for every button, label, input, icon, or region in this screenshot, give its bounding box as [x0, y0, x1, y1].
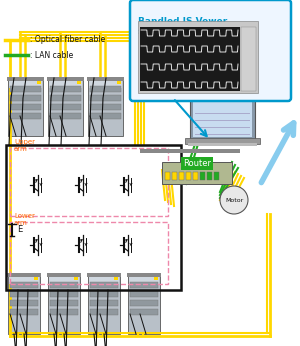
Bar — [207, 172, 212, 180]
Bar — [90, 95, 121, 101]
FancyBboxPatch shape — [130, 0, 291, 101]
Bar — [8, 274, 40, 334]
Bar — [185, 138, 260, 144]
Bar — [90, 282, 118, 288]
Bar — [8, 78, 43, 136]
Bar — [50, 282, 78, 288]
Bar — [188, 143, 257, 146]
Bar — [50, 300, 78, 306]
Bar — [10, 104, 41, 110]
Bar — [90, 113, 121, 119]
Bar — [10, 95, 41, 101]
Bar — [193, 101, 252, 137]
Bar — [34, 277, 38, 280]
Bar — [88, 78, 123, 136]
Bar — [10, 148, 168, 216]
Bar — [50, 95, 81, 101]
Bar — [10, 309, 38, 315]
Bar — [9, 274, 39, 284]
Bar — [90, 104, 121, 110]
Bar — [10, 113, 41, 119]
Bar — [89, 274, 119, 284]
Bar — [6, 145, 181, 290]
Bar — [200, 172, 205, 180]
Bar — [10, 86, 41, 92]
Bar — [140, 27, 240, 91]
Text: Router: Router — [183, 159, 211, 168]
Bar — [241, 27, 256, 91]
Bar — [87, 273, 121, 277]
Bar — [190, 98, 255, 140]
Bar — [165, 172, 170, 180]
Bar — [47, 273, 81, 277]
Text: Upper
arm: Upper arm — [14, 139, 35, 152]
Bar — [74, 277, 78, 280]
Bar — [129, 274, 159, 284]
Bar — [50, 86, 81, 92]
Bar — [130, 291, 158, 297]
Text: E: E — [17, 226, 22, 235]
Text: : Optical fiber cable: : Optical fiber cable — [30, 36, 105, 45]
Bar — [9, 78, 42, 88]
Bar — [50, 309, 78, 315]
Bar — [10, 282, 38, 288]
Bar — [47, 77, 84, 81]
Bar — [90, 300, 118, 306]
Bar — [138, 21, 258, 93]
Bar — [7, 77, 44, 81]
Bar — [114, 277, 118, 280]
Bar — [128, 274, 160, 334]
Bar — [127, 273, 161, 277]
Bar — [162, 162, 232, 184]
Bar — [50, 104, 81, 110]
Bar — [10, 300, 38, 306]
Bar — [50, 291, 78, 297]
Bar — [130, 282, 158, 288]
Bar — [49, 78, 82, 88]
Bar — [179, 172, 184, 180]
Bar — [130, 309, 158, 315]
Circle shape — [220, 186, 248, 214]
Text: : LAN cable: : LAN cable — [30, 51, 73, 60]
Bar — [117, 81, 121, 84]
Bar — [130, 300, 158, 306]
Bar — [89, 78, 122, 88]
Bar — [193, 172, 198, 180]
Bar — [90, 309, 118, 315]
Bar — [10, 222, 168, 284]
Bar — [87, 77, 124, 81]
Bar — [140, 149, 240, 153]
Bar — [90, 291, 118, 297]
Bar — [88, 274, 120, 334]
Bar — [214, 172, 219, 180]
Bar — [154, 277, 158, 280]
Bar — [48, 78, 83, 136]
Bar — [7, 273, 41, 277]
Bar — [50, 113, 81, 119]
Text: Lower
arm: Lower arm — [14, 213, 35, 226]
Bar — [77, 81, 81, 84]
Bar — [49, 274, 79, 284]
Bar — [90, 86, 121, 92]
Bar — [186, 172, 191, 180]
Bar — [48, 274, 80, 334]
Bar — [10, 291, 38, 297]
Text: Motor: Motor — [225, 198, 243, 202]
Bar — [172, 172, 177, 180]
Bar — [37, 81, 41, 84]
Text: Bandled IS Vewer
software: Bandled IS Vewer software — [138, 17, 227, 36]
